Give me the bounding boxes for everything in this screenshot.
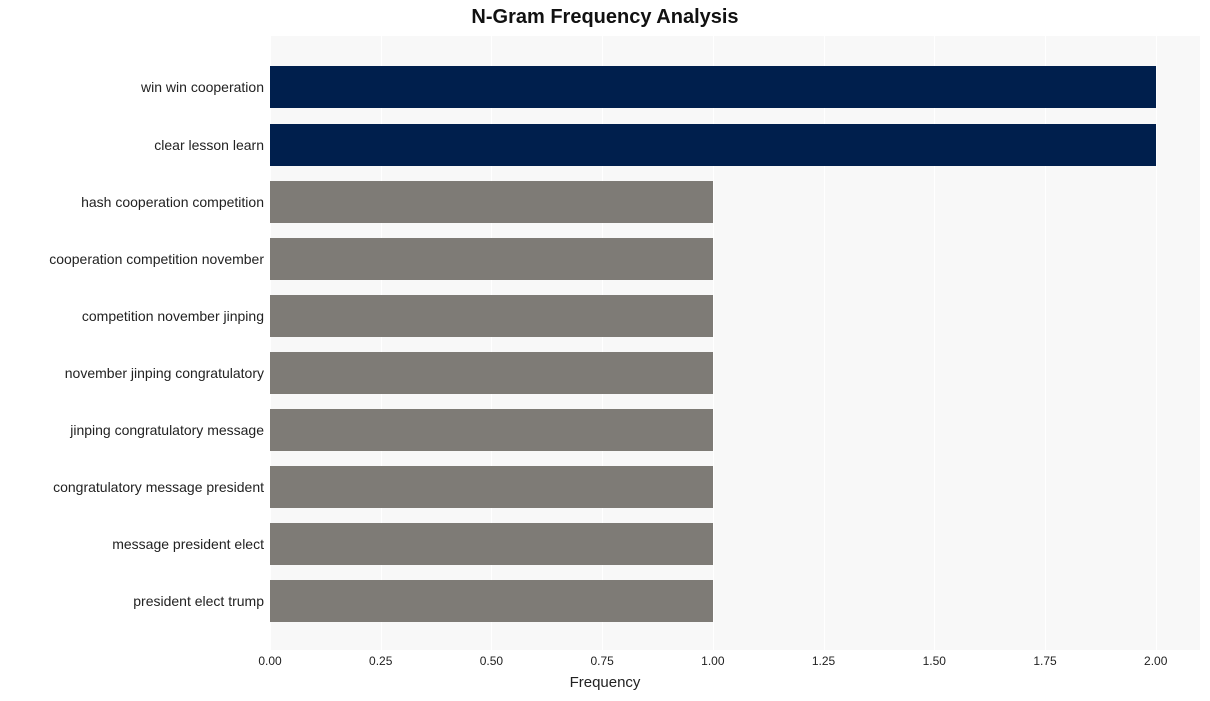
y-tick-label: cooperation competition november: [4, 252, 264, 266]
bar: [270, 409, 713, 451]
y-tick-label: message president elect: [4, 537, 264, 551]
x-tick-label: 1.25: [794, 654, 854, 668]
y-tick-label: competition november jinping: [4, 309, 264, 323]
x-tick-label: 2.00: [1126, 654, 1186, 668]
bar: [270, 523, 713, 565]
x-axis-label: Frequency: [0, 674, 1210, 691]
bar: [270, 295, 713, 337]
bar: [270, 466, 713, 508]
y-tick-label: november jinping congratulatory: [4, 366, 264, 380]
bar: [270, 66, 1156, 108]
x-tick-label: 1.50: [904, 654, 964, 668]
bar: [270, 181, 713, 223]
x-tick-label: 1.75: [1015, 654, 1075, 668]
grid-line: [1156, 36, 1157, 650]
y-tick-label: jinping congratulatory message: [4, 423, 264, 437]
y-tick-label: clear lesson learn: [4, 138, 264, 152]
chart-title: N-Gram Frequency Analysis: [0, 6, 1210, 29]
x-tick-label: 0.00: [240, 654, 300, 668]
bar: [270, 580, 713, 622]
x-tick-label: 0.75: [572, 654, 632, 668]
x-tick-label: 0.50: [461, 654, 521, 668]
x-tick-label: 0.25: [351, 654, 411, 668]
bar: [270, 352, 713, 394]
y-tick-label: congratulatory message president: [4, 480, 264, 494]
bar: [270, 124, 1156, 166]
y-tick-label: win win cooperation: [4, 80, 264, 94]
ngram-frequency-chart: N-Gram Frequency Analysis Frequency 0.00…: [0, 0, 1210, 701]
x-tick-label: 1.00: [683, 654, 743, 668]
y-tick-label: president elect trump: [4, 594, 264, 608]
y-tick-label: hash cooperation competition: [4, 195, 264, 209]
plot-area: [270, 36, 1200, 650]
bar: [270, 238, 713, 280]
